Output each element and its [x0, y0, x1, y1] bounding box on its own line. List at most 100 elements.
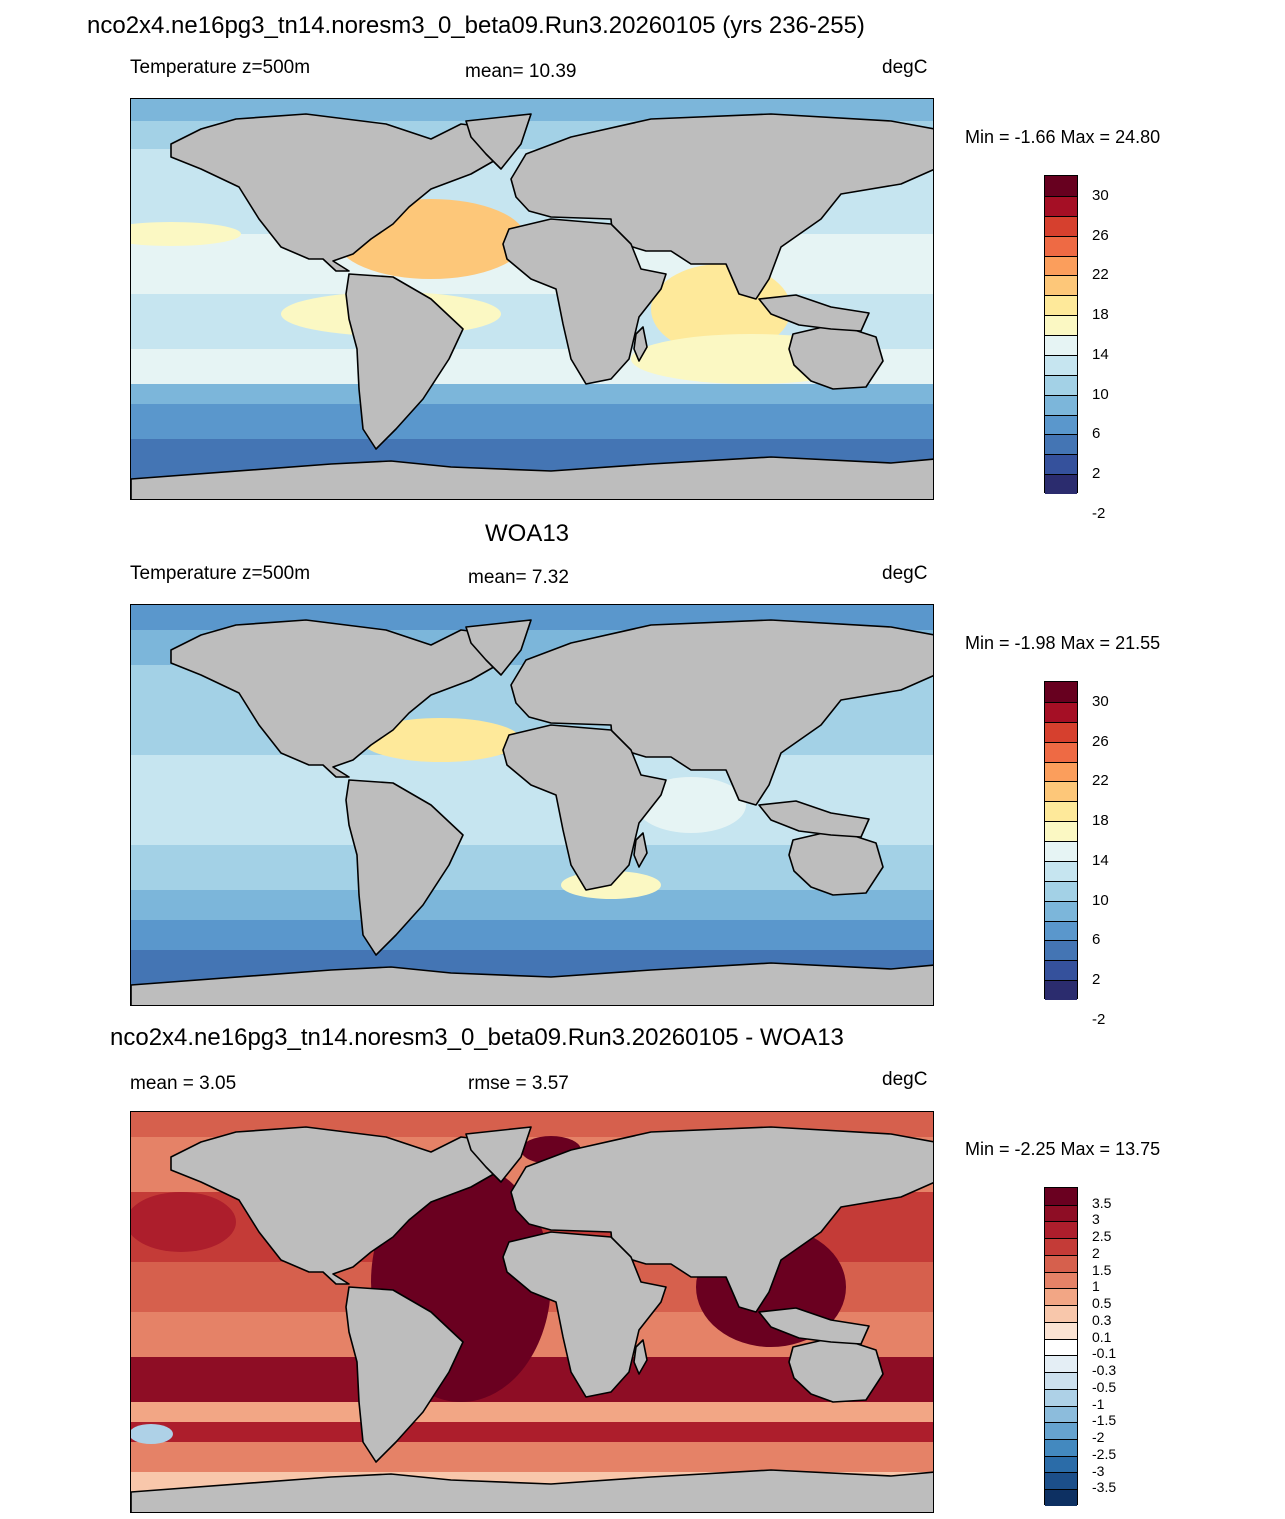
colorbar-cell	[1045, 374, 1077, 395]
figure-title: nco2x4.ne16pg3_tn14.noresm3_0_beta09.Run…	[87, 12, 865, 39]
map-canvas	[131, 605, 933, 1005]
colorbar-tick-label: -0.5	[1092, 1378, 1117, 1395]
colorbar-tick-label: 3	[1092, 1211, 1100, 1228]
panel3-map	[130, 1111, 934, 1513]
land-south-america	[345, 1286, 464, 1463]
colorbar-cell	[1045, 1305, 1077, 1322]
land-south-america	[345, 273, 464, 450]
panel2-map	[130, 604, 934, 1006]
map-canvas	[131, 1112, 933, 1512]
colorbar-cell	[1045, 1489, 1077, 1506]
panel1-minmax: Min = -1.66 Max = 24.80	[965, 127, 1161, 147]
panel2-units-label: degC	[882, 563, 928, 584]
field-anomaly-3	[131, 1424, 173, 1444]
land-antarctica	[131, 456, 933, 499]
panel1-units-label: degC	[882, 57, 928, 78]
colorbar-tick-label: 0.5	[1092, 1295, 1112, 1312]
colorbar-cell	[1045, 741, 1077, 762]
ocean-band-8	[131, 1442, 933, 1472]
panel2-title: WOA13	[485, 520, 570, 547]
panel3-units-label: degC	[882, 1069, 928, 1090]
colorbar-tick-label: 22	[1092, 772, 1109, 790]
colorbar-tick-label: 22	[1092, 266, 1109, 284]
land-se-asia-islands	[758, 1307, 870, 1345]
land-antarctica	[131, 1469, 933, 1512]
colorbar-cell	[1045, 474, 1077, 494]
colorbar-tick-label: 3.5	[1092, 1194, 1112, 1211]
colorbar-cell	[1045, 335, 1077, 355]
colorbar-cell	[1045, 781, 1077, 802]
colorbar-tick-label: 26	[1092, 732, 1109, 750]
land-greenland	[465, 1126, 532, 1183]
land-eurasia	[510, 619, 933, 806]
panel3-minmax: Min = -2.25 Max = 13.75	[965, 1139, 1161, 1159]
colorbar-cell	[1045, 275, 1077, 296]
colorbar-tick-label: 2	[1092, 971, 1101, 989]
land-south-america	[345, 779, 464, 956]
field-anomaly-4	[131, 222, 241, 246]
colorbar-cell	[1045, 1372, 1077, 1389]
colorbar-cell	[1045, 801, 1077, 822]
colorbar-tick-label: -0.1	[1092, 1345, 1117, 1362]
colorbar-cell	[1045, 1455, 1077, 1473]
colorbar-cell	[1045, 255, 1077, 276]
colorbar-tick-label: 1.5	[1092, 1261, 1112, 1278]
field-anomaly-2	[636, 777, 746, 833]
colorbar-tick-label: 18	[1092, 306, 1109, 324]
colorbar-tick-label: 18	[1092, 812, 1109, 830]
panel2-colorbar	[1044, 681, 1078, 1000]
colorbar-cell	[1045, 434, 1077, 455]
colorbar-cell	[1045, 821, 1077, 841]
field-anomaly-0	[361, 718, 521, 762]
colorbar-tick-label: -2	[1092, 1010, 1106, 1028]
colorbar-tick-label: 10	[1092, 385, 1109, 403]
panel2-minmax: Min = -1.98 Max = 21.55	[965, 633, 1161, 653]
colorbar-cell	[1045, 940, 1077, 961]
colorbar-cell	[1045, 1188, 1077, 1205]
colorbar-cell	[1045, 721, 1077, 742]
colorbar-cell	[1045, 215, 1077, 236]
colorbar-tick-label: -1	[1092, 1395, 1105, 1412]
land-madagascar	[633, 326, 648, 362]
colorbar-cell	[1045, 1204, 1077, 1222]
colorbar-tick-label: -3.5	[1092, 1479, 1117, 1496]
land-africa	[502, 724, 667, 891]
land-eurasia	[510, 1126, 933, 1313]
colorbar-cell	[1045, 195, 1077, 216]
colorbar-cell	[1045, 1221, 1077, 1239]
land-greenland	[465, 113, 532, 170]
colorbar-cell	[1045, 1439, 1077, 1456]
colorbar-tick-label: 0.3	[1092, 1311, 1112, 1328]
colorbar-tick-label: 0.1	[1092, 1328, 1112, 1345]
colorbar-cell	[1045, 1388, 1077, 1406]
land-se-asia-islands	[758, 294, 870, 332]
colorbar-tick-label: 30	[1092, 692, 1109, 710]
colorbar-cell	[1045, 1422, 1077, 1440]
colorbar-cell	[1045, 1472, 1077, 1490]
ocean-band-6	[131, 384, 933, 404]
colorbar-tick-label: 2	[1092, 465, 1101, 483]
land-greenland	[465, 619, 532, 676]
map-canvas	[131, 99, 933, 499]
panel1-map	[130, 98, 934, 500]
colorbar-cell	[1045, 841, 1077, 861]
colorbar-cell	[1045, 682, 1077, 702]
panel1-colorbar	[1044, 175, 1078, 494]
colorbar-cell	[1045, 176, 1077, 196]
land-antarctica	[131, 962, 933, 1005]
colorbar-cell	[1045, 354, 1077, 375]
colorbar-cell	[1045, 701, 1077, 722]
colorbar-tick-label: 30	[1092, 186, 1109, 204]
colorbar-cell	[1045, 880, 1077, 901]
land-eurasia	[510, 113, 933, 300]
land-madagascar	[633, 832, 648, 868]
colorbar-cell	[1045, 1254, 1077, 1272]
colorbar-cell	[1045, 414, 1077, 435]
land-africa	[502, 1231, 667, 1398]
colorbar-cell	[1045, 900, 1077, 921]
colorbar-cell	[1045, 761, 1077, 782]
colorbar-cell	[1045, 960, 1077, 981]
colorbar-tick-label: 2	[1092, 1244, 1100, 1261]
panel3-title: nco2x4.ne16pg3_tn14.noresm3_0_beta09.Run…	[110, 1024, 844, 1051]
colorbar-tick-label: 6	[1092, 425, 1101, 443]
